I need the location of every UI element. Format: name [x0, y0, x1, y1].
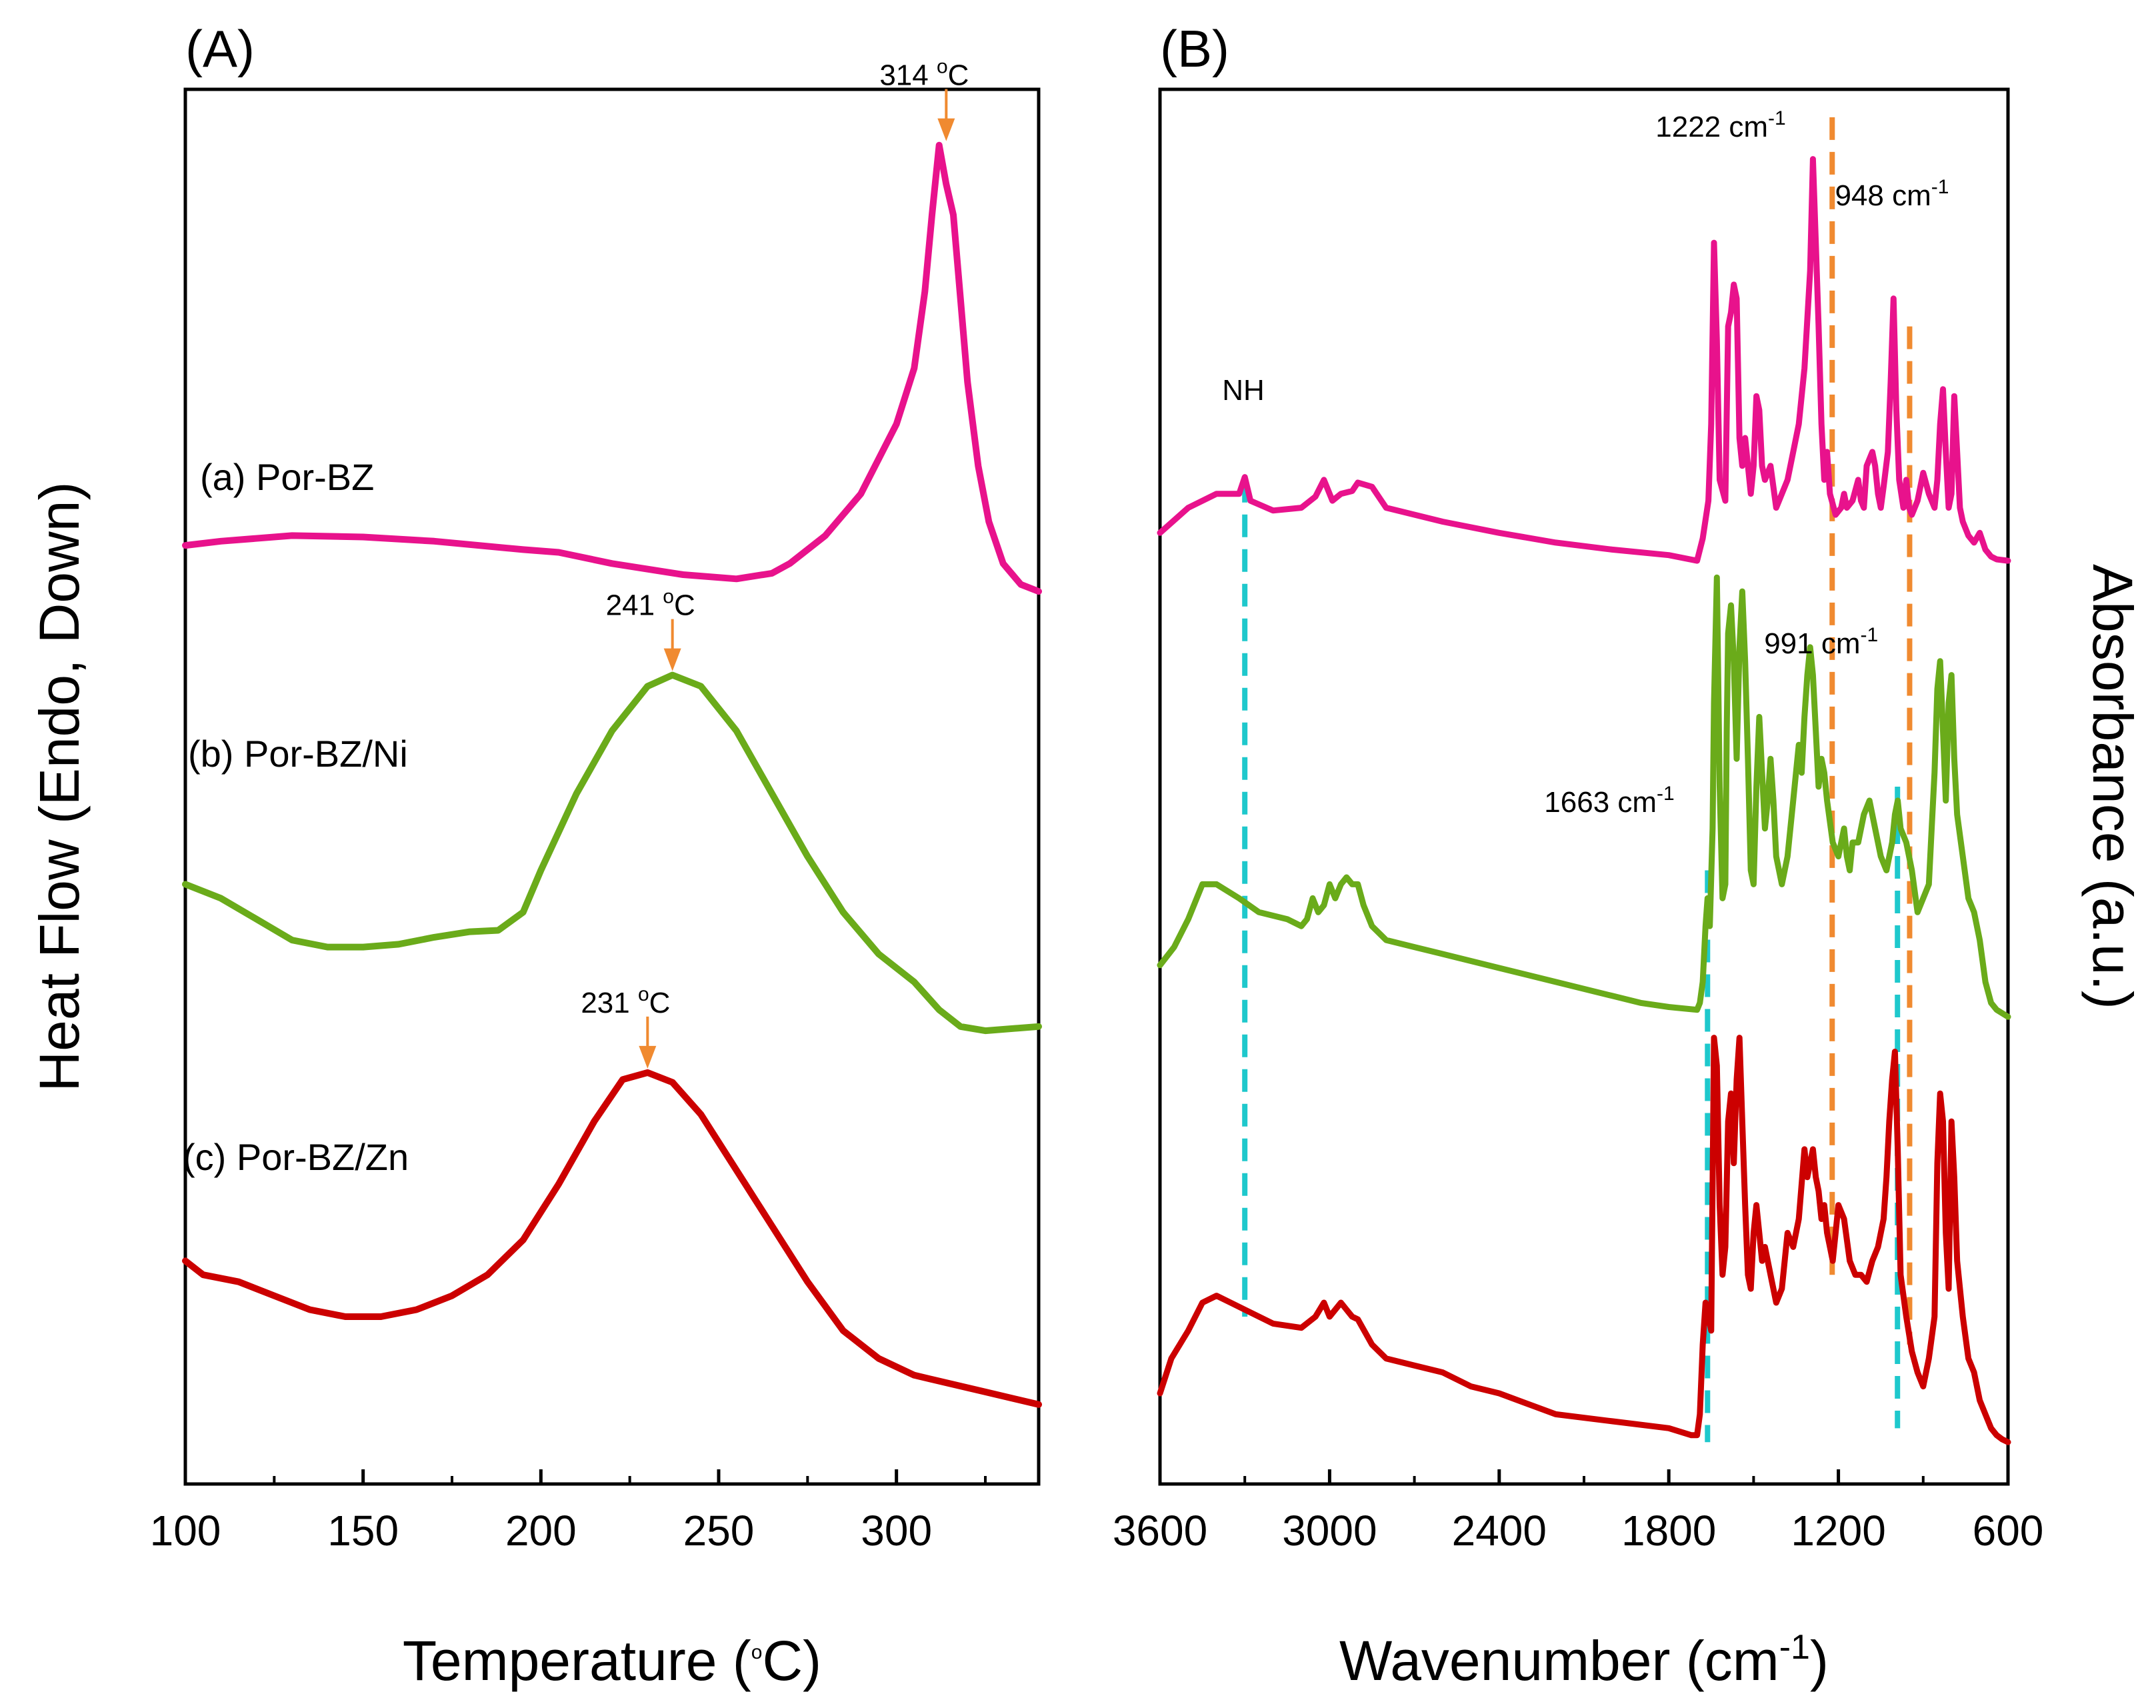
- panel-a-series-line: [182, 1069, 1042, 1408]
- panel-a-annotations: 314 oC 241 oC 231 oC: [581, 56, 969, 1069]
- panel-b-x-ticks: 3600 3000 2400 1800 1200 600: [1113, 1469, 2044, 1555]
- panel-b-x-tick-label: 1200: [1791, 1507, 1885, 1555]
- peak-temperature-label: 314 oC: [879, 56, 969, 92]
- panel-a-plot-frame: [183, 87, 1041, 1486]
- panel-b-x-tick-label: 1800: [1621, 1507, 1716, 1555]
- panel-b-series-line: [1157, 156, 2011, 564]
- panel-b-x-axis-title: Wavenumber (cm-1): [1339, 1628, 1829, 1692]
- panel-b-x-tick-label: 600: [1973, 1507, 2044, 1555]
- peak-wavenumber-label: 948 cm-1: [1835, 176, 1949, 212]
- panel-b-y-axis-title: Absorbance (a.u.): [2081, 564, 2144, 1009]
- panel-a-x-ticks: 100 150 200 250 300: [150, 1469, 987, 1555]
- panel-a-series-line: [182, 141, 1042, 595]
- panel-b-label: (B): [1160, 19, 1229, 78]
- panel-a-x-axis-title: Temperature (oC): [403, 1629, 821, 1692]
- panel-a-series-label: (c) Por-BZ/Zn: [183, 1136, 409, 1178]
- panel-b-series-group: [1157, 156, 2011, 1445]
- peak-wavenumber-label: 1663 cm-1: [1544, 783, 1674, 819]
- peak-temperature-label: 241 oC: [606, 586, 695, 622]
- panel-b-series-line: [1157, 574, 2011, 1020]
- peak-wavenumber-label: NH: [1222, 374, 1265, 407]
- peak-temperature-label: 231 oC: [581, 983, 670, 1019]
- panel-a: (A) 100 150 200 250 300 (a) Por-BZ (b) Por-BZ…: [28, 19, 1042, 1692]
- panel-a-series-label: (a) Por-BZ: [200, 456, 374, 498]
- peak-wavenumber-label: 1222 cm-1: [1655, 107, 1785, 143]
- panel-a-series-label: (b) Por-BZ/Ni: [188, 733, 408, 775]
- panel-a-y-axis-title: Heat Flow (Endo, Down): [28, 481, 91, 1091]
- panel-a-x-tick-label: 300: [861, 1507, 932, 1555]
- panel-a-series-line: [182, 671, 1042, 1035]
- panel-b-x-tick-label: 3000: [1282, 1507, 1377, 1555]
- panel-a-label: (A): [185, 19, 255, 78]
- panel-a-x-tick-label: 200: [505, 1507, 577, 1555]
- peak-arrow-head: [937, 118, 955, 141]
- panel-b-x-tick-label: 3600: [1113, 1507, 1207, 1555]
- panel-a-x-tick-label: 250: [683, 1507, 755, 1555]
- panel-b-peak-labels: NH 1663 cm-1 991 cm-1 1222 cm-1 948 cm-1: [1222, 107, 1949, 819]
- panel-a-x-tick-label: 100: [150, 1507, 221, 1555]
- peak-arrow-head: [639, 1045, 657, 1069]
- panel-b-x-tick-label: 2400: [1452, 1507, 1547, 1555]
- panel-a-x-tick-label: 150: [327, 1507, 399, 1555]
- peak-arrow-head: [663, 648, 681, 671]
- panel-b: (B) 3600 3000 2400 1800 1200 600 NH 1663 cm-1 9…: [1113, 19, 2144, 1692]
- panel-a-series-group: (a) Por-BZ (b) Por-BZ/Ni (c) Por-BZ/Zn: [182, 141, 1042, 1408]
- panel-b-series-line: [1157, 1035, 2011, 1445]
- peak-wavenumber-label: 991 cm-1: [1764, 624, 1878, 660]
